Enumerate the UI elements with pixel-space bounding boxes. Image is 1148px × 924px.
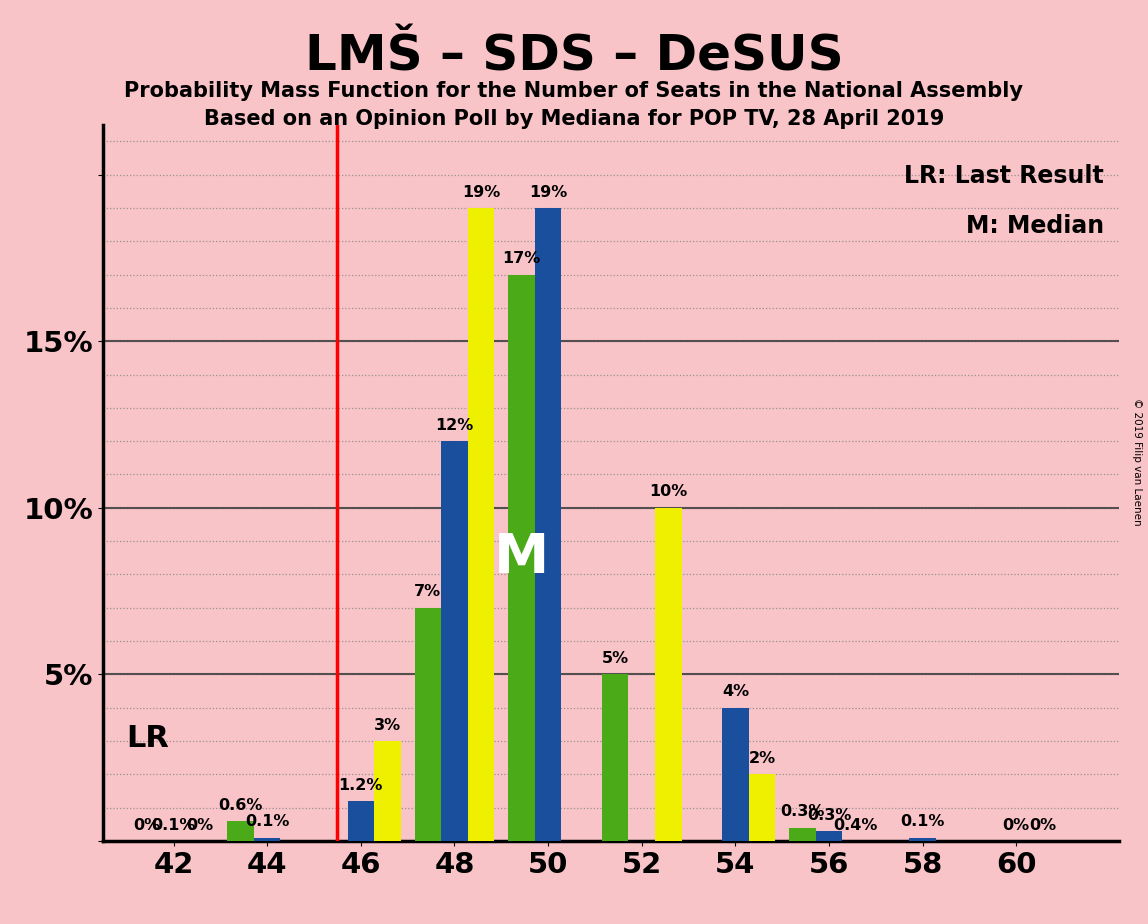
Text: Based on an Opinion Poll by Mediana for POP TV, 28 April 2019: Based on an Opinion Poll by Mediana for … bbox=[204, 109, 944, 129]
Text: 0%: 0% bbox=[133, 818, 161, 833]
Text: 19%: 19% bbox=[529, 185, 567, 200]
Text: 0.1%: 0.1% bbox=[245, 814, 289, 829]
Text: 0.3%: 0.3% bbox=[807, 808, 851, 822]
Text: 5%: 5% bbox=[602, 651, 629, 666]
Text: 17%: 17% bbox=[503, 251, 541, 266]
Text: 0.4%: 0.4% bbox=[833, 818, 878, 833]
Bar bbox=[414, 608, 441, 841]
Text: LR: Last Result: LR: Last Result bbox=[905, 164, 1104, 188]
Bar bbox=[535, 208, 561, 841]
Text: LR: LR bbox=[126, 724, 170, 753]
Text: Probability Mass Function for the Number of Seats in the National Assembly: Probability Mass Function for the Number… bbox=[124, 81, 1024, 102]
Bar bbox=[909, 837, 936, 841]
Bar bbox=[227, 821, 254, 841]
Bar bbox=[789, 828, 816, 841]
Bar bbox=[374, 741, 401, 841]
Bar bbox=[467, 208, 495, 841]
Text: © 2019 Filip van Laenen: © 2019 Filip van Laenen bbox=[1132, 398, 1141, 526]
Text: 0.3%: 0.3% bbox=[781, 804, 824, 820]
Bar bbox=[656, 508, 682, 841]
Text: 0%: 0% bbox=[1030, 818, 1056, 833]
Text: M: Median: M: Median bbox=[965, 214, 1104, 238]
Text: 7%: 7% bbox=[414, 584, 442, 600]
Text: 19%: 19% bbox=[461, 185, 501, 200]
Bar bbox=[748, 774, 775, 841]
Bar bbox=[509, 274, 535, 841]
Bar bbox=[602, 675, 628, 841]
Text: 0.1%: 0.1% bbox=[900, 814, 945, 829]
Text: M: M bbox=[494, 530, 549, 585]
Text: 0.1%: 0.1% bbox=[152, 818, 196, 833]
Text: 12%: 12% bbox=[435, 418, 474, 432]
Text: 4%: 4% bbox=[722, 685, 748, 699]
Bar bbox=[722, 708, 748, 841]
Text: LMŠ – SDS – DeSUS: LMŠ – SDS – DeSUS bbox=[304, 32, 844, 80]
Text: 2%: 2% bbox=[748, 751, 776, 766]
Text: 0%: 0% bbox=[186, 818, 214, 833]
Text: 1.2%: 1.2% bbox=[339, 777, 383, 793]
Bar bbox=[348, 801, 374, 841]
Text: 0%: 0% bbox=[1002, 818, 1030, 833]
Text: 3%: 3% bbox=[374, 718, 401, 733]
Bar bbox=[441, 441, 467, 841]
Bar bbox=[816, 831, 843, 841]
Bar bbox=[254, 837, 280, 841]
Text: 10%: 10% bbox=[649, 484, 688, 500]
Text: 0.6%: 0.6% bbox=[218, 797, 263, 812]
